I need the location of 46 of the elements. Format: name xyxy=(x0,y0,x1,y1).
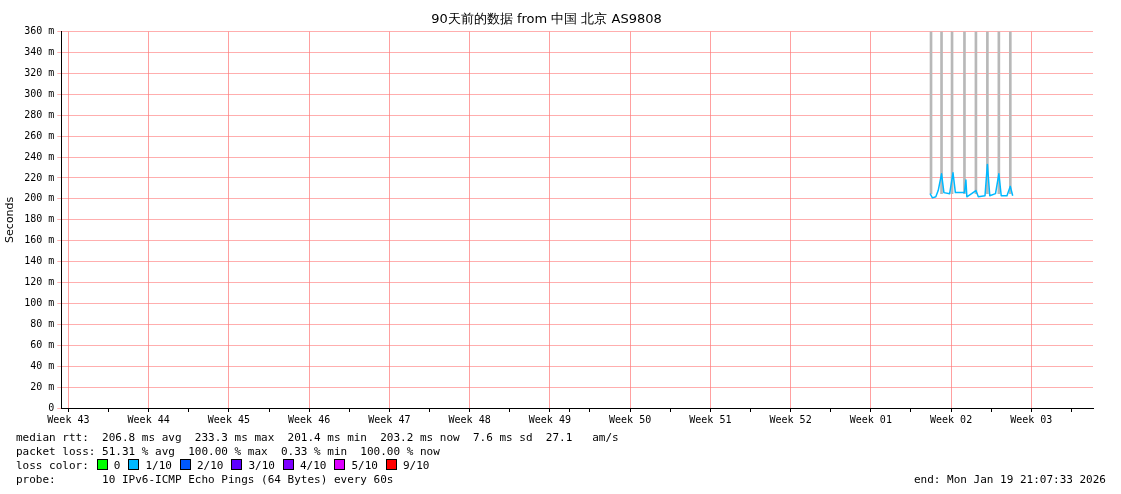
text: median rtt: 206.8 ms avg 233.3 ms max 201.4 ms min 203.2 ms now 7.6 ms sd 27.1 am/s xyxy=(16,431,620,445)
y-tick-label: 260 m xyxy=(24,129,55,141)
text: 5/10 xyxy=(351,459,378,472)
text: packet loss: 51.31 % avg 100.00 % max 0.33 % min 100.00 % now xyxy=(16,445,441,459)
y-tick-label: 220 m xyxy=(24,171,55,183)
y-tick-label: 40 m xyxy=(30,359,55,371)
y-tick-label: 140 m xyxy=(24,255,55,267)
x-tick-label: Week 50 xyxy=(609,413,652,425)
y-axis-title: Seconds xyxy=(3,196,17,243)
y-tick-label: 280 m xyxy=(24,108,55,120)
text: 3/10 xyxy=(248,459,275,472)
text: 9/10 xyxy=(402,459,430,472)
x-tick-label: Week 44 xyxy=(127,413,170,425)
x-tick-label: Week 52 xyxy=(769,413,812,425)
y-tick-label: 80 m xyxy=(30,317,55,329)
x-tick-label: Week 47 xyxy=(368,413,411,425)
y-tick-label: 360 m xyxy=(24,25,55,37)
x-tick-label: Week 51 xyxy=(689,413,732,425)
x-tick-label: Week 46 xyxy=(288,413,331,425)
y-tick-label: 340 m xyxy=(24,46,55,58)
x-tick-label: Week 43 xyxy=(47,413,90,425)
y-tick-label: 120 m xyxy=(24,276,55,288)
text: 2/10 xyxy=(196,459,224,472)
y-tick-label: 320 m xyxy=(24,67,55,79)
y-tick-label: 200 m xyxy=(24,192,55,204)
x-tick-label: Week 03 xyxy=(1010,413,1053,425)
text: end: Mon Jan 19 21:07:33 2026 xyxy=(913,473,1106,487)
x-tick-label: Week 01 xyxy=(849,413,892,425)
text: 4/10 xyxy=(299,459,327,472)
y-tick-label: 20 m xyxy=(30,380,55,392)
x-tick-label: Week 48 xyxy=(448,413,491,425)
y-tick-label: 300 m xyxy=(24,87,55,99)
chart-title: 90天前的数据 from 中国 北京 AS9808 xyxy=(431,11,662,27)
y-tick-label: 160 m xyxy=(24,234,55,246)
text: 1/10 xyxy=(145,459,172,472)
y-tick-label: 0 xyxy=(48,401,55,413)
text: loss color: xyxy=(16,459,89,472)
y-tick-label: 100 m xyxy=(24,297,55,309)
text: probe: 10 IPv6-ICMP Echo Pings (64 Bytes) every 60s xyxy=(16,473,394,486)
x-tick-label: Week 49 xyxy=(528,413,571,425)
y-tick-label: 240 m xyxy=(24,150,55,162)
text: 0 xyxy=(113,459,121,472)
y-tick-label: 180 m xyxy=(24,213,55,225)
x-tick-label: Week 45 xyxy=(207,413,250,425)
x-tick-label: Week 02 xyxy=(930,413,973,425)
y-tick-label: 60 m xyxy=(30,338,55,350)
